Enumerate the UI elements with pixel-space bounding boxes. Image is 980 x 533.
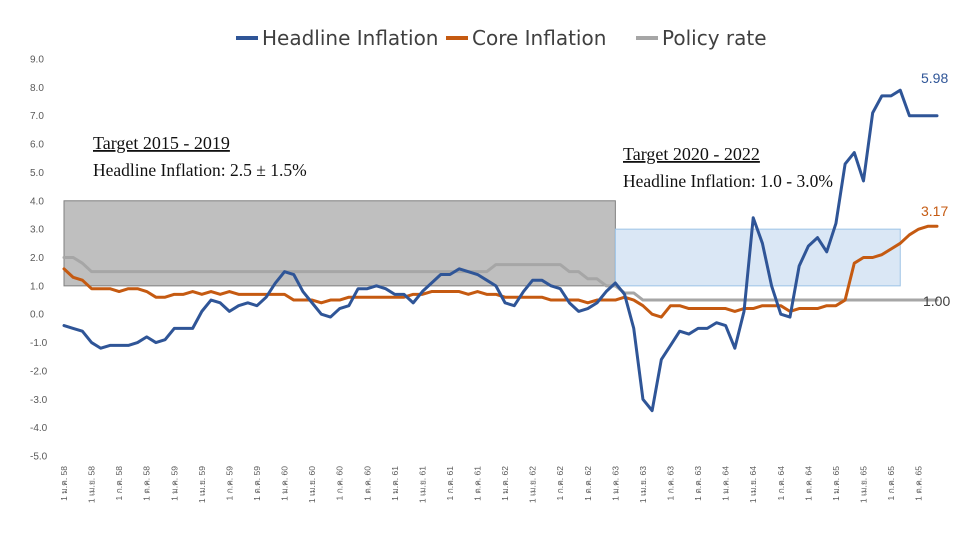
headline-inflation-line: [62, 88, 939, 413]
x-tick-label: 1 ต.ค. 63: [693, 466, 703, 501]
legend-label-core: Core Inflation: [472, 26, 606, 50]
y-tick-label: -1.0: [30, 338, 48, 349]
x-tick-label: 1 ม.ค. 60: [280, 466, 290, 501]
legend-label-policy: Policy rate: [662, 26, 767, 50]
y-tick-label: -5.0: [30, 452, 48, 463]
policy-rate-line: [62, 256, 939, 302]
x-tick-label: 1 เม.ย. 65: [858, 466, 868, 503]
y-tick-label: -4.0: [30, 423, 48, 434]
series-lines: [62, 88, 939, 413]
end-label-core: 3.17: [921, 203, 948, 219]
x-tick-label: 1 ต.ค. 62: [583, 466, 593, 501]
band-2020-title: Target 2020 - 2022: [623, 144, 760, 164]
y-tick-label: 7.0: [30, 111, 44, 122]
x-tick-label: 1 ต.ค. 64: [803, 466, 813, 501]
x-tick-label: 1 ต.ค. 60: [362, 466, 372, 501]
x-tick-label: 1 ม.ค. 58: [59, 466, 69, 501]
x-tick-label: 1 เม.ย. 59: [197, 466, 207, 503]
x-tick-label: 1 ก.ค. 61: [445, 466, 455, 501]
x-tick-label: 1 ก.ค. 59: [224, 466, 234, 501]
x-tick-label: 1 ก.ค. 65: [886, 466, 896, 501]
y-tick-label: 5.0: [30, 168, 44, 179]
band-2015-title: Target 2015 - 2019: [93, 133, 230, 153]
y-tick-label: 0.0: [30, 310, 44, 321]
band-2020-subtitle: Headline Inflation: 1.0 - 3.0%: [623, 171, 833, 191]
x-axis-ticks: 1 ม.ค. 58 1 เม.ย. 58 1 ก.ค. 58 1 ต.ค. 58 1 ม…: [59, 466, 924, 503]
end-label-policy: 1.00: [923, 293, 950, 309]
x-tick-label: 1 ก.ค. 64: [776, 466, 786, 501]
legend-item-headline: Headline Inflation: [236, 26, 438, 50]
legend-item-core: Core Inflation: [446, 26, 606, 50]
x-tick-label: 1 ก.ค. 60: [335, 466, 345, 501]
x-tick-label: 1 เม.ย. 60: [307, 466, 317, 503]
x-tick-label: 1 เม.ย. 64: [748, 466, 758, 503]
x-tick-label: 1 ก.ค. 62: [555, 466, 565, 501]
end-label-headline: 5.98: [921, 70, 948, 86]
x-tick-label: 1 ม.ค. 64: [721, 466, 731, 501]
x-tick-label: 1 ม.ค. 62: [500, 466, 510, 501]
x-tick-label: 1 เม.ย. 62: [528, 466, 538, 503]
y-tick-label: -2.0: [30, 366, 48, 377]
x-tick-label: 1 ต.ค. 65: [914, 466, 924, 501]
x-tick-label: 1 ม.ค. 63: [610, 466, 620, 501]
legend-item-policy: Policy rate: [636, 26, 767, 50]
y-tick-label: 4.0: [30, 196, 44, 207]
y-tick-label: 1.0: [30, 281, 44, 292]
legend: Headline Inflation Core Inflation Policy…: [236, 26, 767, 50]
x-tick-label: 1 เม.ย. 63: [638, 466, 648, 503]
x-tick-label: 1 ม.ค. 59: [169, 466, 179, 501]
legend-label-headline: Headline Inflation: [262, 26, 438, 50]
y-axis-ticks: 9.0 8.0 7.0 6.0 5.0 4.0 3.0 2.0 1.0 0.0 -1.0 -2.0 -3…: [30, 55, 48, 463]
x-tick-label: 1 ต.ค. 61: [473, 466, 483, 501]
x-tick-label: 1 เม.ย. 58: [87, 466, 97, 503]
band-2015-subtitle: Headline Inflation: 2.5 ± 1.5%: [93, 160, 307, 180]
y-tick-label: 3.0: [30, 225, 44, 236]
target-band-1: [614, 228, 901, 287]
x-tick-label: 1 ก.ค. 58: [114, 466, 124, 501]
y-tick-label: 6.0: [30, 140, 44, 151]
y-tick-label: 2.0: [30, 253, 44, 264]
y-tick-label: -3.0: [30, 395, 48, 406]
x-tick-label: 1 ม.ค. 61: [390, 466, 400, 501]
x-tick-label: 1 เม.ย. 61: [417, 466, 427, 503]
y-tick-label: 8.0: [30, 83, 44, 94]
x-tick-label: 1 ต.ค. 58: [142, 466, 152, 501]
x-tick-label: 1 ม.ค. 65: [831, 466, 841, 501]
x-tick-label: 1 ก.ค. 63: [666, 466, 676, 501]
y-tick-label: 9.0: [30, 55, 44, 66]
x-tick-label: 1 ต.ค. 59: [252, 466, 262, 501]
